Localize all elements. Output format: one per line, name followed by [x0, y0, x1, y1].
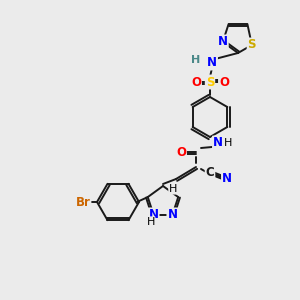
Text: N: N [213, 136, 223, 149]
Text: H: H [191, 55, 201, 65]
Text: O: O [176, 146, 186, 158]
Text: N: N [222, 172, 232, 184]
Text: Br: Br [76, 196, 90, 208]
Text: H: H [224, 138, 232, 148]
Text: N: N [218, 35, 228, 48]
Text: S: S [206, 76, 214, 88]
Text: C: C [206, 167, 214, 179]
Text: N: N [167, 208, 177, 221]
Text: N: N [207, 56, 217, 70]
Text: H: H [169, 184, 177, 194]
Text: H: H [146, 217, 155, 227]
Text: S: S [248, 38, 256, 52]
Text: N: N [148, 208, 159, 221]
Text: Y: Y [218, 169, 224, 179]
Text: O: O [191, 76, 201, 88]
Text: O: O [219, 76, 229, 88]
